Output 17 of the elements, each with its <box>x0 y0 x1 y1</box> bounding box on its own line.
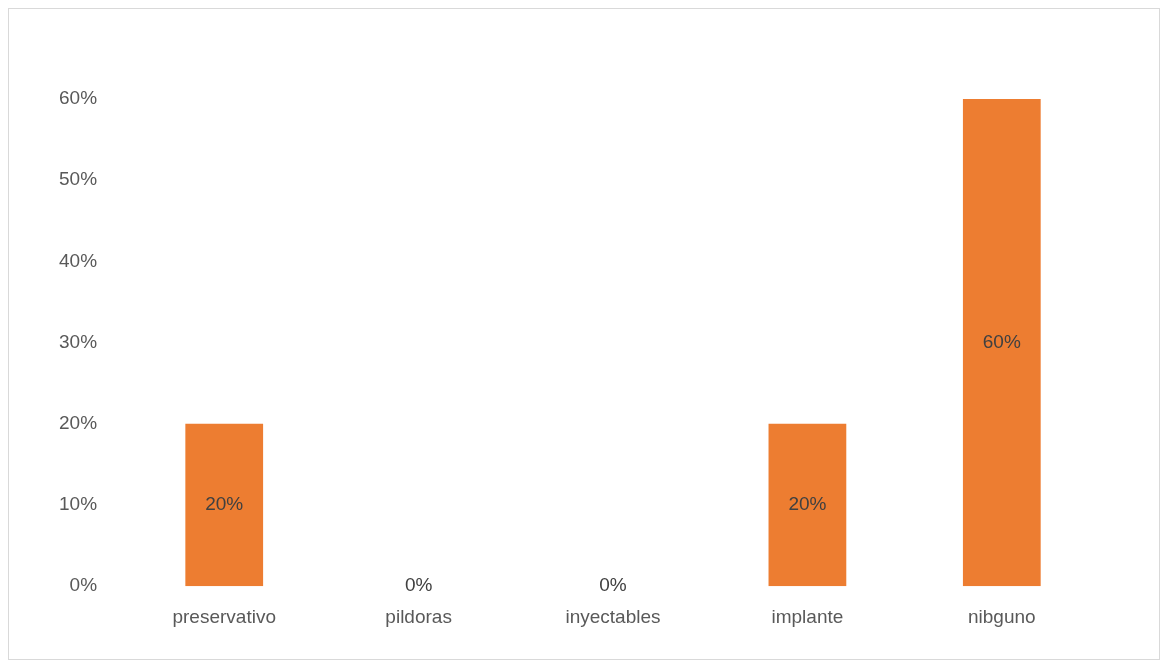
data-label: 20% <box>205 493 244 515</box>
x-tick-label: pildoras <box>385 605 452 627</box>
data-label: 20% <box>788 493 827 515</box>
data-label: 0% <box>404 574 433 596</box>
y-tick-label: 40% <box>59 249 98 271</box>
data-label: 60% <box>982 330 1021 352</box>
y-tick-label: 50% <box>59 168 98 190</box>
x-tick-label: implante <box>771 605 844 627</box>
y-tick-label: 0% <box>69 574 98 596</box>
y-tick-label: 20% <box>59 412 98 434</box>
x-tick-label: inyectables <box>565 605 661 627</box>
y-tick-label: 10% <box>59 493 98 515</box>
x-tick-label: nibguno <box>967 605 1036 627</box>
data-label: 0% <box>599 574 627 596</box>
y-tick-label: 60% <box>59 87 98 109</box>
x-tick-label: preservativo <box>172 605 276 627</box>
y-tick-label: 30% <box>59 330 98 352</box>
